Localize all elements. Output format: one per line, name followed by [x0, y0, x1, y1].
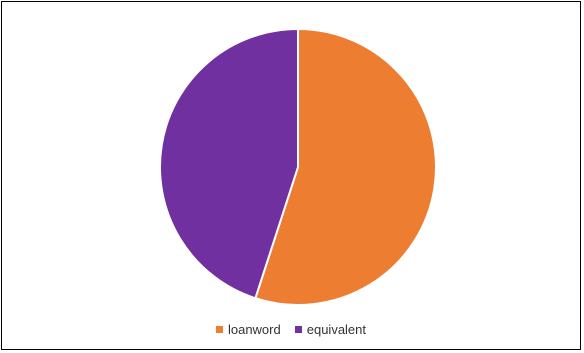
legend-entry-equivalent: equivalent — [294, 322, 367, 337]
legend-swatch-equivalent — [294, 326, 302, 333]
pie-slice-loanword — [254, 28, 437, 306]
pie-slice-equivalent — [159, 28, 299, 300]
legend-label-equivalent: equivalent — [306, 322, 367, 337]
legend: loanword equivalent — [2, 322, 580, 337]
legend-swatch-loanword — [215, 326, 223, 333]
pie-slices — [159, 28, 437, 306]
legend-entry-loanword: loanword — [215, 322, 281, 337]
legend-label-loanword: loanword — [227, 322, 281, 337]
